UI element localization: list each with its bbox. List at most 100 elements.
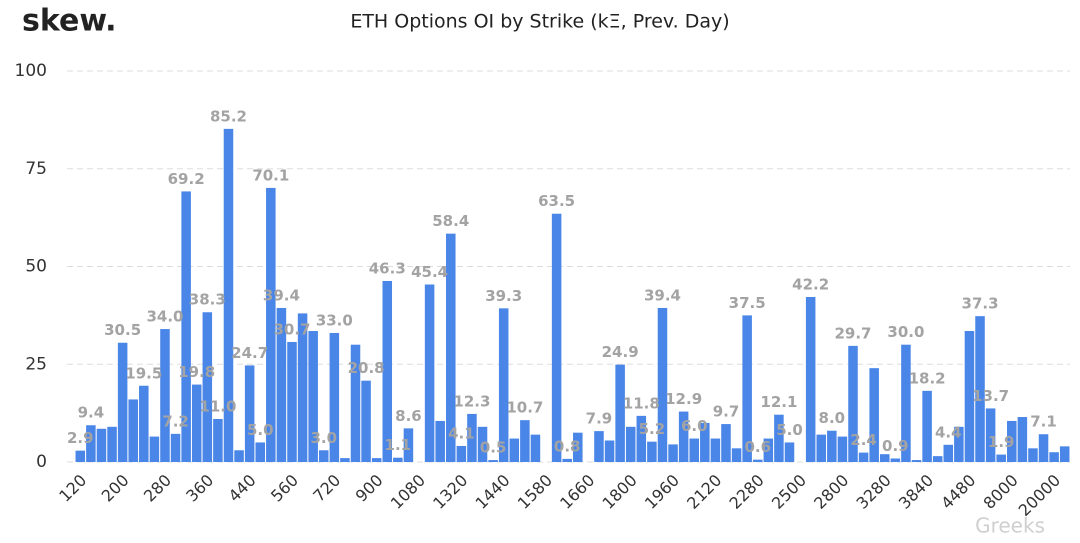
value-label: 24.7	[231, 344, 268, 362]
bar	[615, 364, 625, 462]
x-tick-label: 280	[140, 471, 175, 506]
bar	[488, 460, 498, 462]
bar	[435, 420, 445, 462]
bar	[86, 425, 96, 462]
bar	[721, 424, 731, 462]
bar	[96, 428, 107, 462]
value-label: 1.9	[988, 433, 1015, 451]
bar	[530, 434, 541, 462]
bar	[1028, 448, 1038, 462]
value-label: 6.0	[681, 417, 708, 435]
bar	[943, 444, 954, 462]
value-label: 2.9	[67, 429, 94, 447]
x-tick-label: 720	[309, 471, 344, 506]
bar	[149, 436, 160, 462]
value-label: 37.5	[729, 294, 766, 312]
bar	[308, 331, 318, 462]
bar	[922, 390, 932, 462]
bar	[827, 430, 837, 462]
x-tick-label: 3280	[853, 471, 895, 513]
x-tick-label: 2120	[683, 471, 725, 513]
value-label: 1.1	[385, 436, 412, 454]
value-label: 70.1	[252, 166, 289, 184]
value-label: 7.9	[586, 410, 613, 428]
bar	[996, 454, 1006, 462]
bar	[784, 442, 795, 462]
value-label: 19.8	[178, 363, 215, 381]
bar	[520, 420, 530, 462]
value-label: 19.5	[125, 364, 162, 382]
x-tick-label: 2500	[768, 471, 810, 513]
bar	[318, 450, 329, 462]
value-label: 42.2	[792, 275, 829, 293]
bar	[255, 442, 266, 462]
value-label: 11.8	[623, 394, 660, 412]
x-tick-label: 440	[225, 471, 260, 506]
value-label: 24.9	[602, 343, 639, 361]
bar	[117, 342, 128, 462]
x-tick-label: 3840	[895, 471, 937, 513]
bar	[879, 454, 890, 462]
bar	[668, 444, 678, 462]
value-label: 37.3	[962, 295, 999, 313]
bar	[128, 399, 138, 462]
bar	[858, 452, 869, 462]
bar	[213, 418, 223, 462]
bar	[954, 426, 964, 462]
value-label: 18.2	[909, 369, 946, 387]
bar	[551, 213, 562, 462]
bar	[890, 458, 901, 462]
bar	[932, 456, 943, 462]
bar	[710, 438, 721, 462]
logo: skew.	[22, 4, 117, 39]
bar	[276, 307, 287, 462]
bar	[562, 458, 572, 462]
bar	[742, 315, 752, 462]
bar	[244, 365, 255, 462]
bar	[657, 307, 668, 462]
bar	[107, 426, 117, 462]
bar	[477, 426, 488, 462]
bar	[1059, 446, 1070, 462]
value-label: 46.3	[369, 259, 406, 277]
value-label: 8.6	[395, 407, 422, 425]
y-tick-label: 25	[25, 354, 47, 374]
bar	[678, 411, 689, 462]
bar	[350, 344, 361, 462]
bar	[604, 440, 615, 462]
bar	[1049, 452, 1059, 462]
value-label: 30.0	[887, 323, 924, 341]
value-label: 5.0	[776, 421, 803, 439]
value-label: 30.5	[104, 321, 141, 339]
x-tick-label: 2800	[810, 471, 852, 513]
bar	[393, 457, 403, 462]
bar	[382, 280, 393, 462]
bar	[573, 432, 583, 462]
value-label: 11.0	[199, 397, 236, 415]
bar	[139, 385, 149, 462]
value-label: 39.4	[263, 286, 300, 304]
bar	[837, 436, 848, 462]
value-label: 0.8	[554, 437, 581, 455]
value-label: 5.0	[247, 421, 274, 439]
bar	[371, 458, 382, 462]
bar	[625, 426, 636, 462]
x-tick-label: 4480	[937, 471, 979, 513]
value-label: 85.2	[210, 107, 247, 125]
value-label: 39.3	[485, 287, 522, 305]
x-tick-label: 2280	[726, 471, 768, 513]
x-tick-label: 200	[98, 471, 133, 506]
bar	[509, 438, 520, 462]
bar	[340, 458, 350, 462]
value-label: 12.9	[665, 390, 702, 408]
bar	[424, 284, 435, 462]
bar	[170, 433, 181, 462]
x-tick-label: 900	[352, 471, 387, 506]
bar	[731, 448, 742, 462]
bar	[1017, 417, 1028, 462]
bar	[848, 345, 858, 462]
bar	[763, 438, 774, 462]
x-tick-label: 1080	[387, 471, 429, 513]
value-label: 9.4	[78, 404, 105, 422]
bar	[901, 344, 911, 462]
